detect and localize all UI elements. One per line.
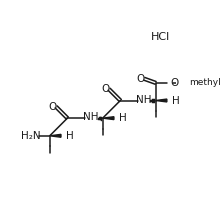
Text: NH: NH [136, 95, 151, 105]
Text: H: H [66, 131, 73, 141]
Polygon shape [50, 134, 61, 137]
Text: H₂N: H₂N [21, 131, 40, 141]
Text: O: O [48, 102, 56, 112]
Polygon shape [156, 99, 167, 102]
Text: O: O [136, 74, 145, 84]
Text: NH: NH [83, 112, 98, 122]
Text: O: O [101, 84, 109, 94]
Text: methyl: methyl [189, 78, 220, 87]
Polygon shape [103, 117, 114, 120]
Text: O: O [170, 78, 178, 88]
Text: HCl: HCl [151, 32, 170, 42]
Text: H: H [119, 113, 126, 123]
Text: H: H [172, 96, 180, 106]
